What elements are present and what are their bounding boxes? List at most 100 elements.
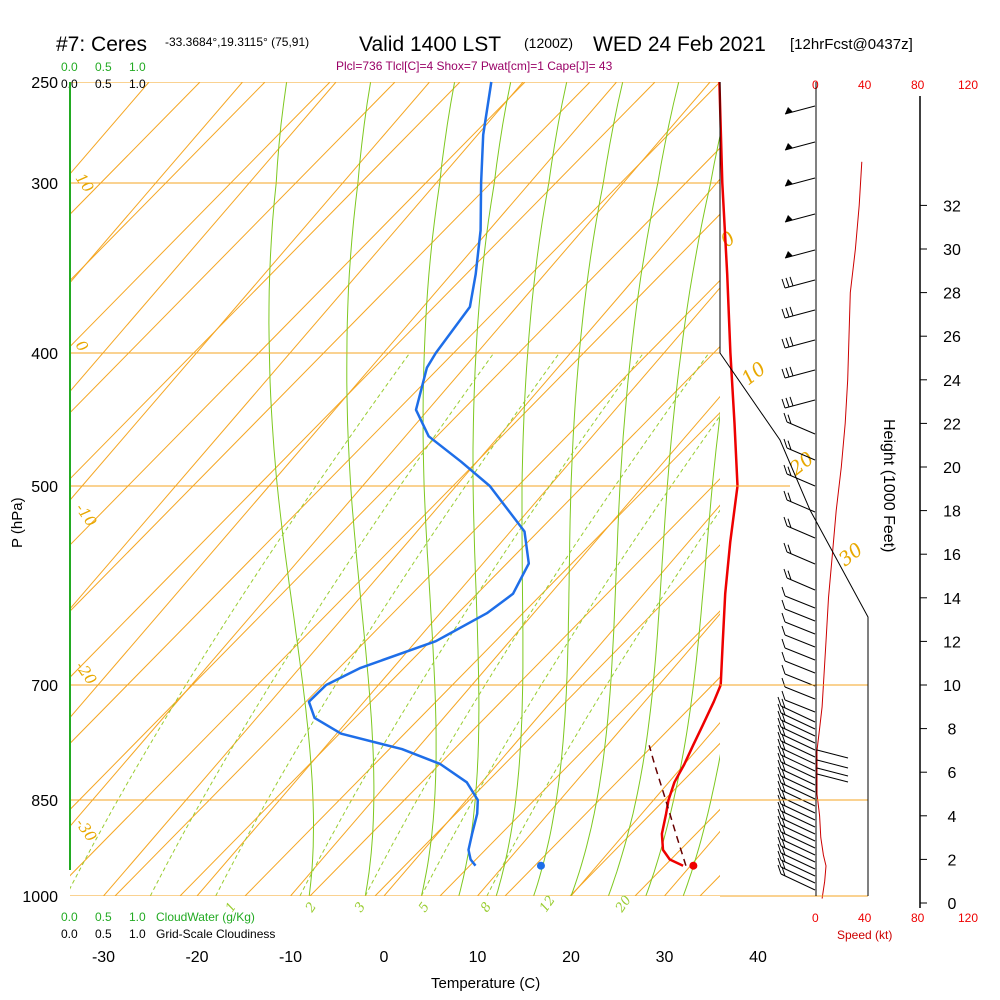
wind-barb-pennant [785, 251, 793, 258]
isotherm-label: 30 [835, 539, 868, 571]
height-axis-title: Height (1000 Feet) [880, 419, 897, 552]
wind-barb [780, 761, 816, 779]
wind-barb [780, 726, 816, 744]
wind-barb-flag [777, 808, 782, 819]
wind-barb-flag [781, 754, 786, 765]
wind-barb [780, 796, 816, 814]
wind-barb [780, 845, 816, 863]
height-tick-label: 28 [943, 286, 961, 303]
wind-barb-flag [783, 542, 788, 553]
frame-boundary [719, 82, 869, 896]
dry-adiabat-line [70, 147, 720, 811]
mixing-ratio-label: 12 [537, 893, 559, 915]
wind-barb-flag [789, 276, 794, 287]
wind-barb [786, 551, 816, 565]
wind-barb-flag [787, 544, 792, 554]
dry-adiabat-line [830, 82, 1000, 896]
height-tick-label: 2 [948, 852, 957, 869]
moist-adiabat-line [495, 82, 568, 896]
mixing-ratio-label: 20 [612, 893, 634, 916]
cloud-top-green-0: 0.0 [61, 60, 78, 74]
wind-barb-flag [777, 829, 782, 840]
mixing-ratio-line [364, 352, 710, 896]
forecast-text: [12hrFcst@0437z] [790, 36, 913, 53]
pressure-tick-label: 850 [31, 793, 58, 810]
isotherm-line [70, 82, 243, 284]
wind-barb-flag [781, 859, 786, 870]
wind-barb-flag [781, 398, 786, 409]
mixing-ratio-line [149, 352, 495, 896]
wind-barb-flag [777, 857, 782, 868]
height-tick-label: 26 [943, 329, 961, 346]
mixing-ratio-label: 8 [478, 900, 495, 915]
temperature-tick-label: -10 [279, 949, 302, 966]
wind-barb [780, 824, 816, 842]
wind-barb [786, 447, 816, 461]
height-tick-label: 18 [943, 504, 961, 521]
wind-barb [816, 773, 849, 783]
temperature-tick-label: 0 [380, 949, 389, 966]
wind-barb-flag [787, 440, 792, 450]
wind-barb-flag [781, 824, 786, 835]
dry-adiabat-line [70, 82, 526, 546]
height-tick-label: 12 [943, 634, 961, 651]
wind-barb [786, 525, 816, 539]
wind-barb-flag [781, 368, 786, 379]
wind-barb [784, 399, 816, 409]
height-tick-label: 10 [943, 678, 961, 695]
isotherm-line [570, 721, 720, 896]
wind-barb-flag [787, 466, 792, 476]
dry-adiabat-line [244, 411, 720, 896]
parcel-path-line [648, 745, 687, 866]
cloud-bot-green-2: 1.0 [129, 910, 146, 924]
dry-adiabat-line [70, 82, 331, 348]
height-tick-label: 22 [943, 416, 961, 433]
wind-barb-flag [781, 817, 786, 828]
wind-barb [780, 719, 816, 737]
wind-barb [784, 647, 816, 661]
isotherm-line [70, 82, 711, 827]
wind-barb-flag [783, 568, 788, 579]
speed-bot-120: 120 [958, 911, 978, 925]
dry-adiabat-line [374, 544, 720, 896]
wind-barb-pennant [785, 107, 793, 114]
isotherm-line [70, 82, 524, 610]
y-axis-title: P (hPa) [9, 497, 26, 548]
wind-barb [816, 759, 849, 769]
moist-adiabat-line [420, 82, 456, 896]
pressure-tick-label: 700 [31, 678, 58, 695]
dry-adiabat-line [309, 478, 720, 896]
wind-barb [784, 686, 816, 700]
wind-barb [780, 740, 816, 758]
isotherm-line [290, 395, 720, 896]
isotherm-line [70, 82, 337, 393]
moist-adiabat-line [533, 82, 624, 896]
wind-barb-flag [781, 664, 786, 675]
wind-barb [786, 499, 816, 513]
wind-barb-flag [781, 698, 786, 709]
wind-barb [784, 660, 816, 674]
dry-adiabat-line [70, 82, 720, 745]
wind-barb-flag [777, 745, 782, 756]
wind-barb-flag [781, 726, 786, 737]
speed-top-120: 120 [958, 78, 978, 92]
moist-adiabat-line [607, 133, 720, 896]
date-text: WED 24 Feb 2021 [593, 33, 766, 56]
wind-barb-flag [783, 412, 788, 423]
isotherm-line [70, 82, 430, 501]
wind-barb-flag [781, 690, 786, 701]
wind-barb-flag [777, 759, 782, 770]
mixing-ratio-line [70, 352, 411, 890]
wind-barb-flag [781, 789, 786, 800]
mixing-ratio-label: 3 [352, 900, 369, 915]
wind-barb [780, 712, 816, 730]
wind-speed-line [816, 161, 863, 899]
mixing-ratio-line [420, 415, 720, 896]
dry-adiabat-line [70, 82, 591, 612]
wind-barb-flag [777, 773, 782, 784]
wind-barb-flag [781, 712, 786, 723]
isotherm-line [852, 82, 1000, 896]
height-tick-label: 6 [948, 765, 957, 782]
